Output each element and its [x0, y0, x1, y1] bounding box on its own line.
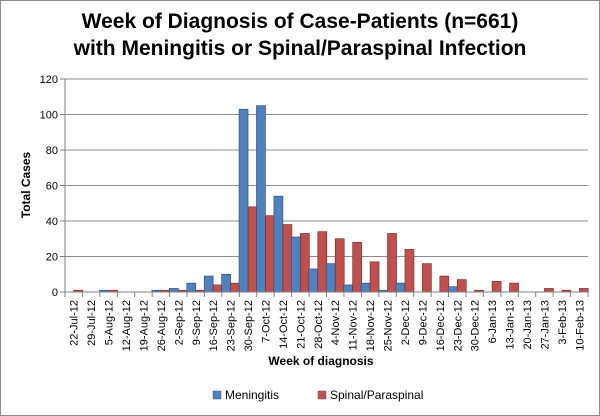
bar-meningitis: [308, 268, 319, 293]
x-tick-label: 30-Dec-12: [470, 300, 482, 351]
chart-title: Week of Diagnosis of Case-Patients (n=66…: [0, 8, 600, 62]
x-tick-labels: 22-Jul-12 29-Jul-12 5-Aug-12 12-Aug-12 19-Au…: [69, 300, 587, 351]
bar-meningitis: [256, 105, 266, 293]
y-tick-label: 80: [46, 145, 58, 157]
bar-spinal-paraspinal: [317, 231, 328, 293]
bar-spinal-paraspinal: [265, 215, 275, 293]
x-tick-label: 28-Oct-12: [313, 300, 325, 349]
chart-title-line-1: Week of Diagnosis of Case-Patients (n=66…: [81, 10, 519, 33]
x-tick-label: 7-Oct-12: [260, 300, 272, 343]
x-tick-label: 2-Dec-12: [400, 300, 412, 345]
bar-spinal-paraspinal: [230, 282, 240, 293]
axes: [60, 78, 589, 297]
bar-spinal-paraspinal: [544, 288, 554, 293]
legend-swatch: [212, 390, 222, 400]
x-tick-label: 12-Aug-12: [121, 300, 133, 351]
bar-meningitis: [291, 236, 301, 293]
bar-meningitis: [360, 282, 371, 293]
x-tick-label: 18-Nov-12: [365, 300, 377, 351]
bar-spinal-paraspinal: [387, 233, 397, 293]
x-tick-label: 25-Nov-12: [383, 300, 395, 351]
legend-swatch: [317, 390, 327, 400]
y-tick-label: 120: [40, 74, 58, 86]
x-tick-label: 5-Aug-12: [104, 300, 116, 345]
legend-label: Meningitis: [225, 388, 279, 402]
bar-spinal-paraspinal: [404, 249, 415, 293]
y-tick-label: 20: [46, 252, 58, 264]
x-tick-label: 10-Feb-13: [574, 300, 586, 351]
bar-spinal-paraspinal: [369, 261, 380, 293]
x-tick-label: 2-Sep-12: [173, 300, 185, 345]
x-tick-label: 27-Jan-13: [539, 300, 551, 350]
bar-spinal-paraspinal: [439, 275, 450, 293]
y-tick-label: 60: [46, 181, 58, 193]
bar-meningitis: [395, 282, 406, 293]
bar-meningitis: [273, 195, 284, 293]
x-tick-label: 3-Feb-13: [557, 300, 569, 345]
x-tick-label: 16-Sep-12: [208, 300, 220, 351]
bar-meningitis: [238, 108, 249, 293]
bar-spinal-paraspinal: [509, 282, 519, 293]
x-tick-label: 22-Jul-12: [69, 300, 81, 346]
x-tick-label: 16-Dec-12: [435, 300, 447, 351]
x-tick-label: 9-Dec-12: [417, 300, 429, 345]
x-tick-label: 26-Aug-12: [156, 300, 168, 351]
bar-meningitis: [447, 286, 458, 293]
bar-spinal-paraspinal: [422, 263, 432, 293]
chart-title-line-2: with Meningitis or Spinal/Paraspinal Inf…: [73, 37, 527, 60]
bar-meningitis: [169, 288, 179, 293]
x-tick-label: 19-Aug-12: [138, 300, 150, 351]
bar-spinal-paraspinal: [578, 288, 589, 293]
x-tick-label: 30-Sep-12: [243, 300, 255, 351]
legend: Meningitis Spinal/Paraspinal: [212, 388, 423, 402]
y-tick-label: 0: [52, 287, 58, 299]
y-tick-label: 40: [46, 216, 58, 228]
bar-meningitis: [343, 284, 353, 293]
bar-spinal-paraspinal: [456, 279, 467, 293]
bar-meningitis: [186, 282, 197, 293]
x-tick-label: 23-Dec-12: [452, 300, 464, 351]
x-tick-label: 29-Jul-12: [86, 300, 98, 346]
y-tick-label: 100: [40, 110, 58, 122]
x-tick-label: 20-Jan-13: [522, 300, 534, 350]
bars: [73, 105, 589, 293]
y-axis-title: Total Cases: [19, 151, 33, 218]
bar-spinal-paraspinal: [282, 224, 293, 293]
grid-lines: [65, 78, 588, 257]
bar-spinal-paraspinal: [334, 238, 345, 293]
legend-label: Spinal/Paraspinal: [330, 388, 423, 402]
bar-spinal-paraspinal: [212, 284, 223, 293]
x-tick-label: 13-Jan-13: [505, 300, 517, 350]
x-axis-title: Week of diagnosis: [268, 354, 373, 368]
y-tick-labels: 0 20 40 60 80 100 120: [40, 74, 58, 299]
x-tick-label: 21-Oct-12: [295, 300, 307, 349]
bar-spinal-paraspinal: [352, 242, 362, 293]
x-tick-label: 14-Oct-12: [278, 300, 290, 349]
x-tick-label: 6-Jan-13: [487, 300, 499, 343]
x-tick-label: 4-Nov-12: [330, 300, 342, 345]
x-tick-label: 9-Sep-12: [191, 300, 203, 345]
bar-meningitis: [203, 275, 214, 293]
bar-spinal-paraspinal: [491, 281, 502, 293]
x-tick-label: 11-Nov-12: [348, 300, 360, 351]
bar-meningitis: [221, 273, 231, 293]
bar-meningitis: [325, 263, 336, 293]
bar-spinal-paraspinal: [300, 233, 310, 293]
bar-spinal-paraspinal: [247, 206, 258, 293]
x-tick-label: 23-Sep-12: [226, 300, 238, 351]
